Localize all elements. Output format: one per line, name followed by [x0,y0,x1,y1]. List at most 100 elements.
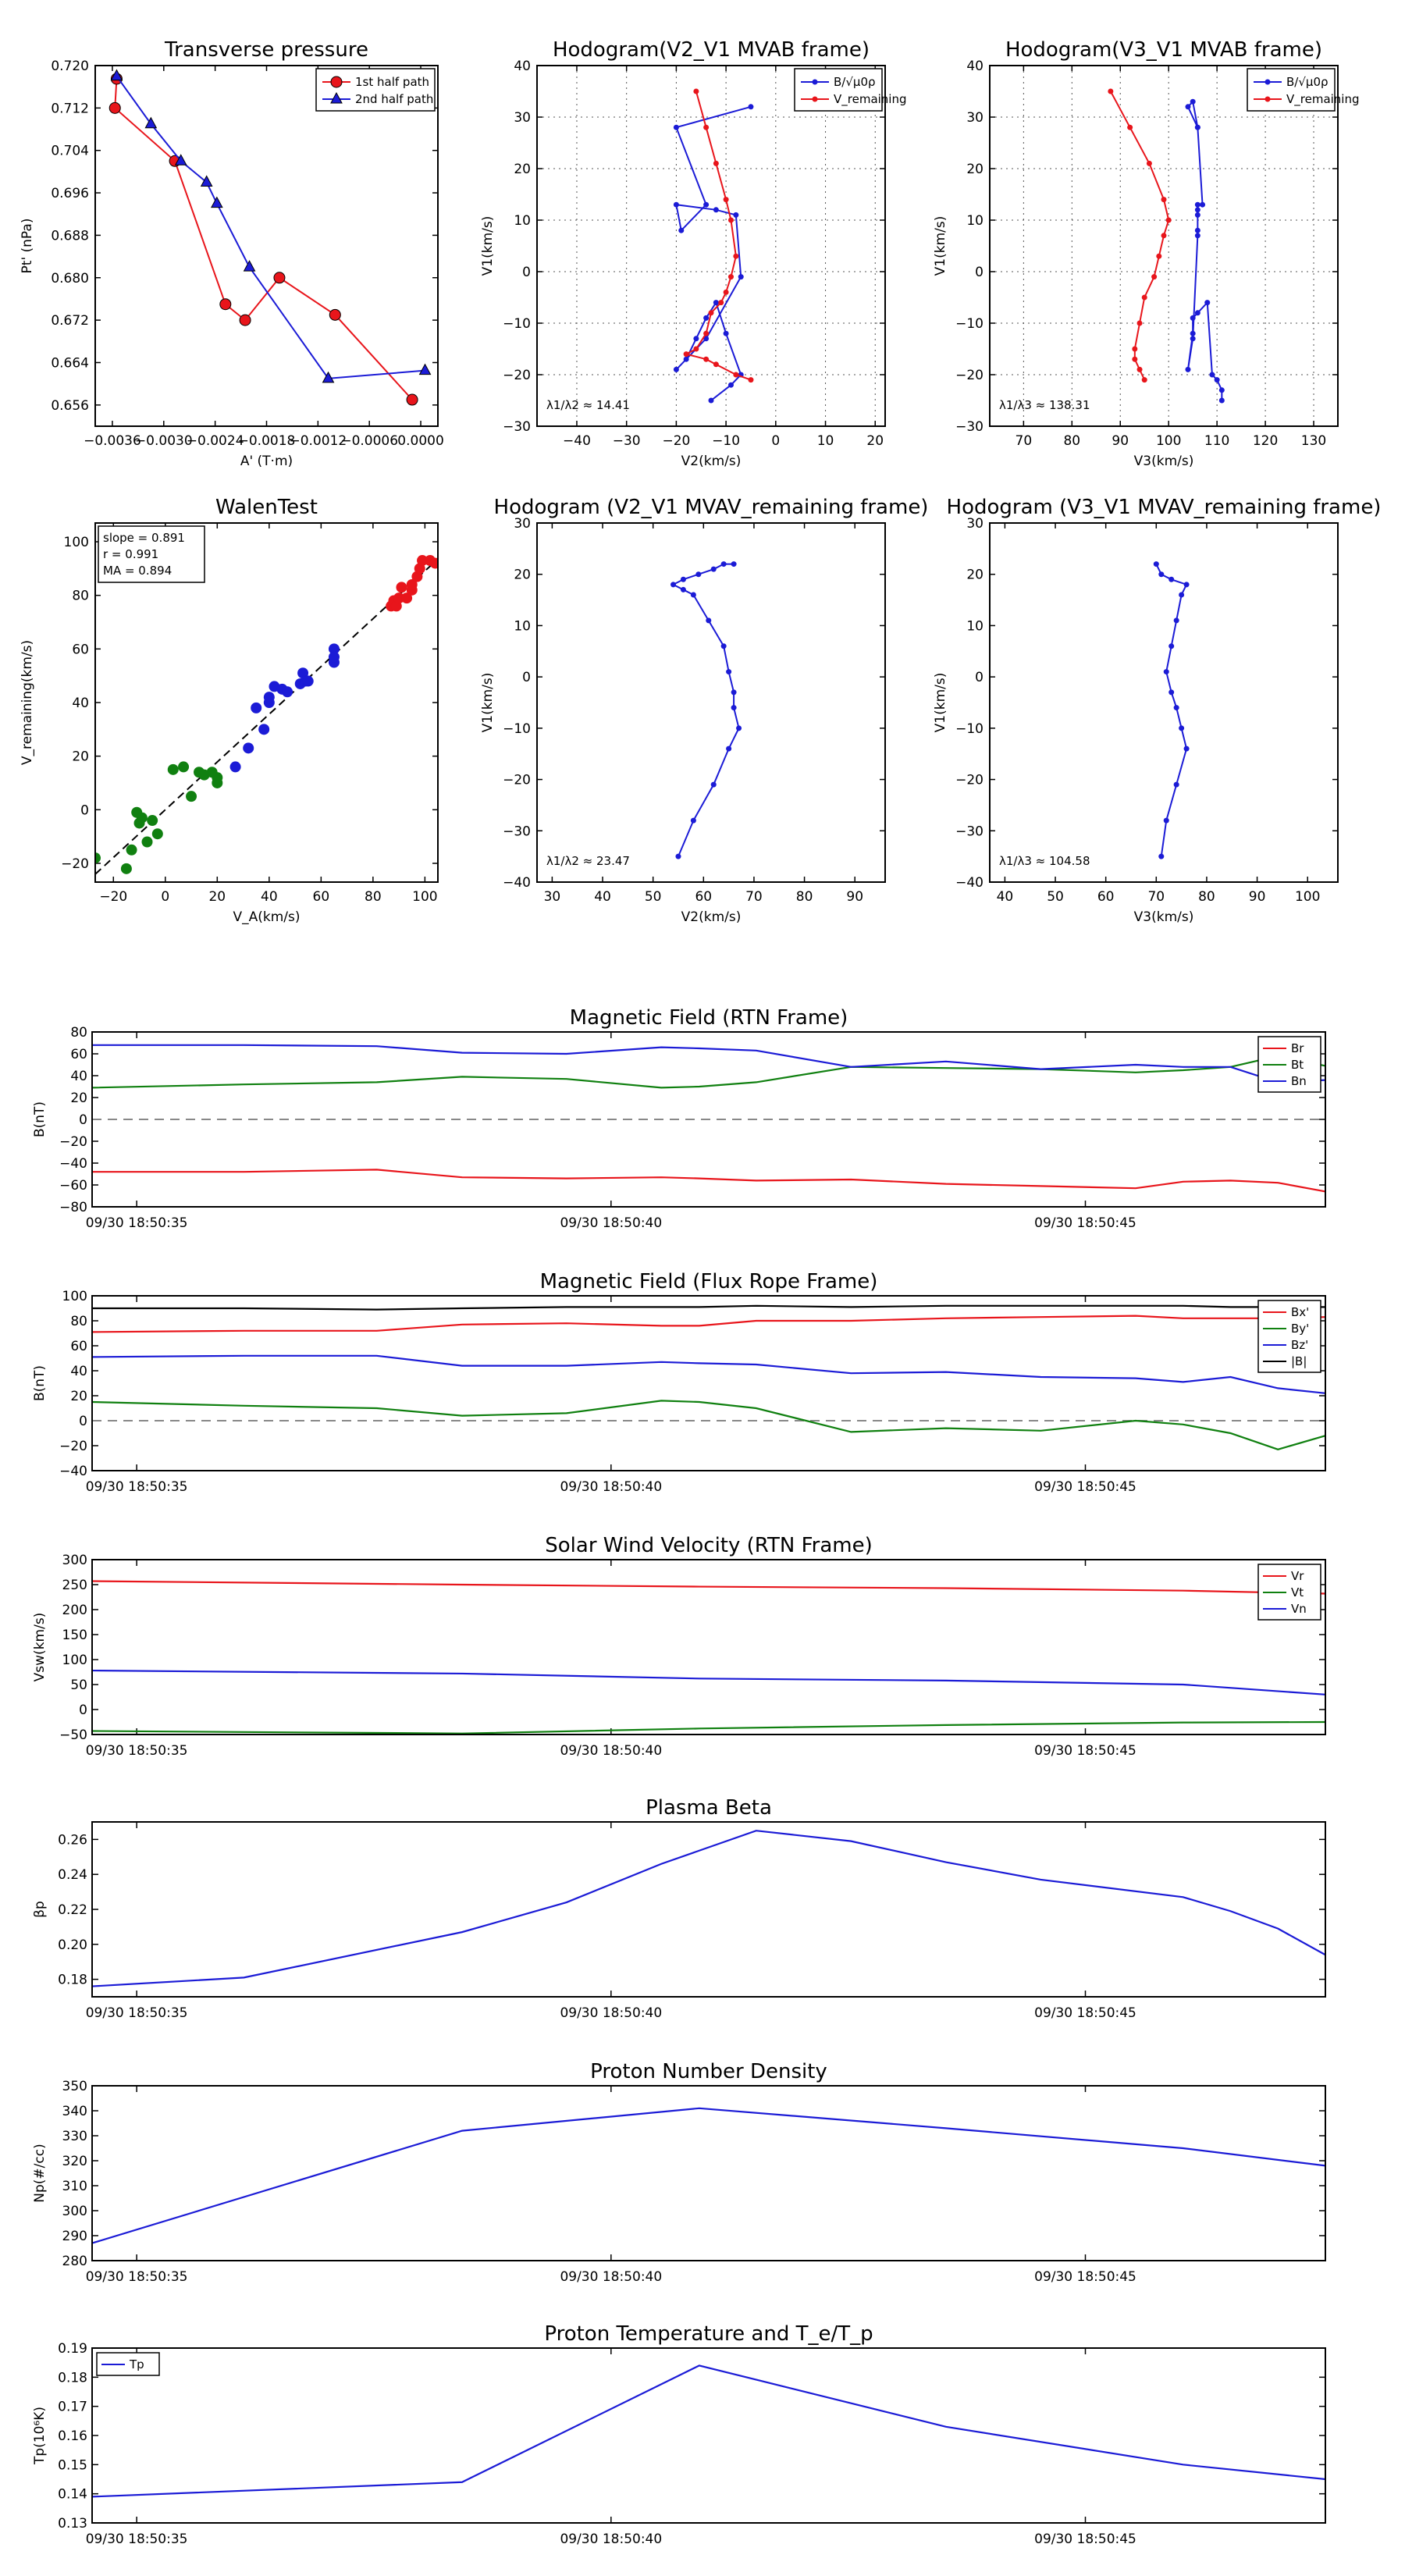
y-axis-label: V1(km/s) [933,673,948,733]
y-tick-label: 40 [966,59,984,74]
data-point [731,689,737,696]
series-line [675,105,752,401]
data-point [708,310,714,316]
x-axis-label: V2(km/s) [681,454,742,469]
y-tick-label: 0.672 [51,313,89,329]
data-point [1108,88,1114,94]
x-tick-label: 100 [1156,433,1181,449]
y-tick-label: −10 [503,721,531,737]
legend-label: B/√μ0ρ [1286,75,1329,89]
data-point [1173,705,1179,711]
legend-label: Br [1291,1041,1304,1055]
y-tick-label: 40 [70,1364,87,1379]
plot-frame [989,522,1339,883]
x-axis-label: V_A(km/s) [233,909,300,925]
time-tick-label: 09/30 18:50:45 [1034,2269,1136,2285]
data-point [108,101,121,114]
y-tick-label: 100 [62,1653,87,1668]
data-point [110,69,123,81]
legend-marker [812,79,818,85]
x-tick-label: 10 [817,433,834,449]
y-axis-label: B(nT) [32,1101,48,1137]
time-tick-label: 09/30 18:50:40 [560,2269,662,2285]
y-tick-label: 0 [79,1703,87,1718]
plot-frame [91,2347,1326,2524]
data-point [174,154,187,165]
legend-label: Vn [1291,1602,1307,1616]
data-point [703,356,710,362]
y-tick-label: 30 [966,516,984,532]
y-tick-label: 10 [966,618,984,634]
y-tick-label: 0 [522,670,531,685]
data-point [680,586,686,592]
data-point [703,315,710,321]
plot-frame [91,1295,1326,1471]
data-point [731,705,737,711]
y-tick-label: 20 [966,568,984,583]
y-tick-label: 0 [975,670,984,685]
series-line-Vn [91,1669,1326,1695]
data-point [144,116,158,129]
data-point [1209,372,1215,378]
data-point [673,201,679,208]
legend-label: V_remaining [1286,92,1360,107]
series-line [1186,100,1223,400]
series-line-Bx' [91,1315,1326,1333]
series-line-Bn [92,1044,1326,1083]
data-point [1158,571,1165,578]
x-tick-label: 60 [313,889,330,905]
stats-line: r = 0.991 [103,547,158,561]
scatter-point-red [406,578,418,590]
data-point [329,308,341,321]
series-line-Bt [91,1055,1326,1089]
data-point [1158,853,1165,859]
scatter-point-red [393,592,405,604]
scatter-point-blue [243,742,254,754]
y-tick-label: 0.17 [58,2400,87,2415]
x-tick-label: 70 [1147,889,1165,905]
x-tick-label: −0.0006 [340,433,398,449]
legend: Tp [96,2352,160,2376]
y-tick-label: 60 [70,1047,87,1062]
scatter-point-blue [282,686,293,698]
chart-title: Magnetic Field (RTN Frame) [570,1006,848,1030]
panel-h1: −40 −30 −20 −10 0 10 20 −30 −20 −10 0 10 20 30 40 Hodog… [480,38,907,469]
x-tick-label: 40 [997,889,1014,905]
time-tick-label: 09/30 18:50:35 [86,2269,188,2285]
y-axis-label: V1(km/s) [480,216,496,276]
data-point [706,617,712,624]
x-tick-label: 90 [846,889,863,905]
data-point [1151,274,1158,280]
data-point [703,201,710,208]
legend-label: By' [1291,1322,1309,1336]
y-tick-label: 40 [70,1069,87,1084]
plot-frame [989,65,1339,427]
data-point [1214,377,1220,383]
chart-title: Solar Wind Velocity (RTN Frame) [545,1534,872,1557]
x-tick-label: −0.0018 [238,433,296,449]
data-point [673,366,679,372]
legend: B/√μ0ρ V_remaining [1247,68,1360,112]
x-tick-label: −0.0024 [187,433,244,449]
y-tick-label: −40 [955,875,984,891]
data-point [1127,124,1133,130]
y-tick-label: −30 [955,824,984,839]
x-tick-label: 60 [1097,889,1115,905]
data-point [1185,366,1191,372]
y-tick-label: 80 [70,1025,87,1041]
panel-walen: −20 0 20 40 60 80 100 −20 0 20 40 60 80 100 WalenTest V… [20,496,439,925]
y-tick-label: 10 [514,618,531,634]
data-point [1194,310,1200,316]
data-point [418,363,432,375]
x-tick-label: 100 [412,889,437,905]
chart-title: Hodogram(V3_V1 MVAB frame) [1005,38,1322,62]
plot-frame [91,1031,1326,1208]
scatter-point-green [126,844,137,856]
y-tick-label: 280 [62,2254,87,2269]
y-tick-label: 40 [514,59,531,74]
legend-label: Bt [1291,1058,1304,1072]
data-point [239,314,251,326]
y-tick-label: 150 [62,1628,87,1643]
stats-box [98,525,205,583]
time-tick-label: 09/30 18:50:35 [86,2005,188,2021]
